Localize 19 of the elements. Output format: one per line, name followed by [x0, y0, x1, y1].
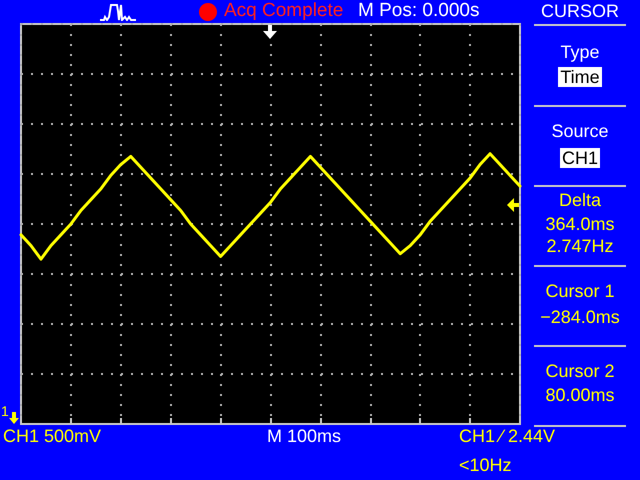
text: CH1 500mV [3, 426, 102, 446]
text: <10Hz [459, 455, 512, 475]
text: Acq Complete [224, 0, 344, 21]
text: Cursor 1 [545, 281, 615, 301]
text: CH1 [560, 148, 600, 168]
text: 80.00ms [545, 385, 615, 405]
text: Type [560, 42, 600, 62]
text: 2.747Hz [546, 236, 614, 256]
text: Source [551, 121, 609, 141]
text: 1 [1, 403, 9, 419]
text: CURSOR [540, 1, 619, 21]
text: M Pos: 0.000s [358, 0, 480, 21]
text: 364.0ms [545, 214, 615, 234]
text: Cursor 2 [545, 361, 615, 381]
text: −284.0ms [540, 307, 620, 327]
text: M 100ms [267, 426, 342, 446]
text: CH1 ⁄ 2.44V [459, 426, 556, 446]
text: Delta [558, 190, 602, 210]
text: Time [558, 67, 602, 87]
